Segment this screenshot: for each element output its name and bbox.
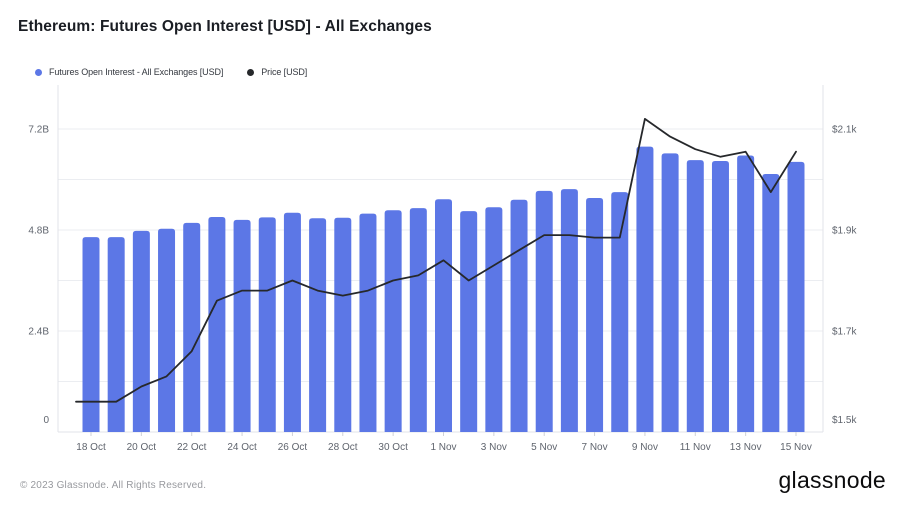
oi-bar-18-oct[interactable] xyxy=(82,237,100,432)
oi-bar-25-oct[interactable] xyxy=(258,217,276,432)
x-axis-label: 11 Nov xyxy=(680,442,711,453)
y-axis-label-left: 4.8B xyxy=(28,226,49,237)
footer-copyright: © 2023 Glassnode. All Rights Reserved. xyxy=(20,480,207,491)
oi-bar-22-oct[interactable] xyxy=(183,222,201,432)
x-axis-label: 3 Nov xyxy=(481,442,507,453)
y-axis-label-right: $1.9k xyxy=(832,226,857,237)
x-axis-label: 13 Nov xyxy=(730,442,762,453)
y-axis-label-left: 7.2B xyxy=(28,125,49,136)
legend-item-open-interest[interactable]: Futures Open Interest - All Exchanges [U… xyxy=(35,67,223,77)
x-axis-label: 7 Nov xyxy=(582,442,608,453)
open-interest-legend-dot-icon xyxy=(35,68,42,76)
legend-label-open-interest: Futures Open Interest - All Exchanges [U… xyxy=(49,67,224,77)
glassnode-logo: glassnode xyxy=(778,467,886,493)
oi-bar-28-oct[interactable] xyxy=(334,217,352,432)
oi-bar-5-nov[interactable] xyxy=(535,190,553,432)
oi-bar-31-oct[interactable] xyxy=(409,208,427,432)
oi-bar-29-oct[interactable] xyxy=(359,213,377,432)
y-axis-label-right: $1.5k xyxy=(832,415,857,426)
oi-bar-11-nov[interactable] xyxy=(686,160,704,432)
x-axis-label: 15 Nov xyxy=(780,442,812,453)
x-axis-label: 28 Oct xyxy=(328,442,358,453)
x-axis-label: 26 Oct xyxy=(278,442,308,453)
oi-bar-27-oct[interactable] xyxy=(309,218,327,432)
x-axis-label: 22 Oct xyxy=(177,442,207,453)
legend-label-price: Price [USD] xyxy=(261,67,308,77)
oi-bar-9-nov[interactable] xyxy=(636,146,654,433)
oi-bar-10-nov[interactable] xyxy=(661,153,679,433)
y-axis-label-right: $1.7k xyxy=(832,327,857,338)
oi-bar-13-nov[interactable] xyxy=(737,155,755,432)
legend: Futures Open Interest - All Exchanges [U… xyxy=(35,67,307,77)
oi-bar-6-nov[interactable] xyxy=(560,189,578,432)
y-axis-label-left: 0 xyxy=(43,415,49,426)
x-axis-label: 20 Oct xyxy=(127,442,157,453)
oi-bar-4-nov[interactable] xyxy=(510,199,528,432)
oi-bar-12-nov[interactable] xyxy=(711,160,729,432)
oi-bar-14-nov[interactable] xyxy=(762,174,780,432)
chart-title: Ethereum: Futures Open Interest [USD] - … xyxy=(18,18,432,35)
x-axis-label: 9 Nov xyxy=(632,442,658,453)
oi-bar-23-oct[interactable] xyxy=(208,216,226,432)
oi-bar-3-nov[interactable] xyxy=(485,207,503,432)
y-axis-label-left: 2.4B xyxy=(28,327,49,338)
oi-bar-15-nov[interactable] xyxy=(787,161,805,432)
y-axis-label-right: $2.1k xyxy=(832,125,857,136)
oi-bar-30-oct[interactable] xyxy=(384,210,402,432)
x-axis-label: 30 Oct xyxy=(378,442,408,453)
oi-bar-26-oct[interactable] xyxy=(283,212,301,432)
oi-bar-2-nov[interactable] xyxy=(460,211,478,432)
legend-item-price[interactable]: Price [USD] xyxy=(247,67,307,77)
price-legend-dot-icon xyxy=(247,68,255,76)
oi-bar-1-nov[interactable] xyxy=(435,199,452,432)
x-axis-label: 18 Oct xyxy=(76,442,106,453)
x-axis-label: 1 Nov xyxy=(430,442,456,453)
x-axis-label: 24 Oct xyxy=(227,442,257,453)
x-axis-label: 5 Nov xyxy=(531,442,557,453)
oi-bar-19-oct[interactable] xyxy=(107,237,125,432)
oi-bar-20-oct[interactable] xyxy=(132,230,150,432)
oi-bar-21-oct[interactable] xyxy=(158,228,176,432)
oi-bar-7-nov[interactable] xyxy=(586,198,604,432)
price-line[interactable] xyxy=(75,118,797,403)
oi-bar-24-oct[interactable] xyxy=(233,219,251,432)
oi-bar-8-nov[interactable] xyxy=(611,192,629,432)
